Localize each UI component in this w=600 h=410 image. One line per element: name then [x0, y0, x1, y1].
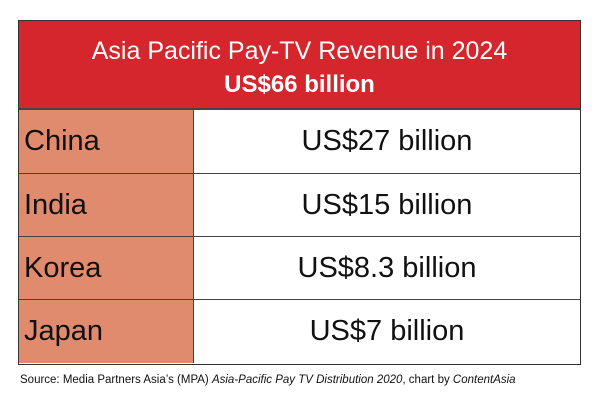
value-cell: US$15 billion	[301, 189, 473, 221]
source-credit: , chart by	[402, 374, 453, 386]
table-row-india: India US$15 billion	[19, 173, 580, 237]
country-cell: Korea	[19, 237, 194, 300]
country-cell: Japan	[19, 300, 194, 363]
source-publisher: ContentAsia	[452, 374, 516, 386]
revenue-table: Asia Pacific Pay-TV Revenue in 2024 US$6…	[18, 20, 581, 365]
value-cell: US$8.3 billion	[297, 252, 477, 284]
chart-total: US$66 billion	[224, 71, 375, 98]
country-cell: China	[19, 110, 194, 173]
table-row-japan: Japan US$7 billion	[19, 299, 580, 363]
chart-title: Asia Pacific Pay-TV Revenue in 2024	[91, 37, 508, 65]
source-publication: Asia-Pacific Pay TV Distribution 2020	[211, 374, 403, 386]
source-prefix: Source: Media Partners Asia’s (MPA)	[20, 374, 212, 386]
source-note: Source: Media Partners Asia’s (MPA) Asia…	[20, 374, 516, 386]
value-cell: US$27 billion	[301, 125, 473, 157]
table-header: Asia Pacific Pay-TV Revenue in 2024 US$6…	[19, 21, 580, 110]
value-cell: US$7 billion	[309, 315, 465, 347]
table-row-china: China US$27 billion	[19, 110, 580, 173]
table-row-korea: Korea US$8.3 billion	[19, 236, 580, 300]
country-cell: India	[19, 174, 194, 237]
